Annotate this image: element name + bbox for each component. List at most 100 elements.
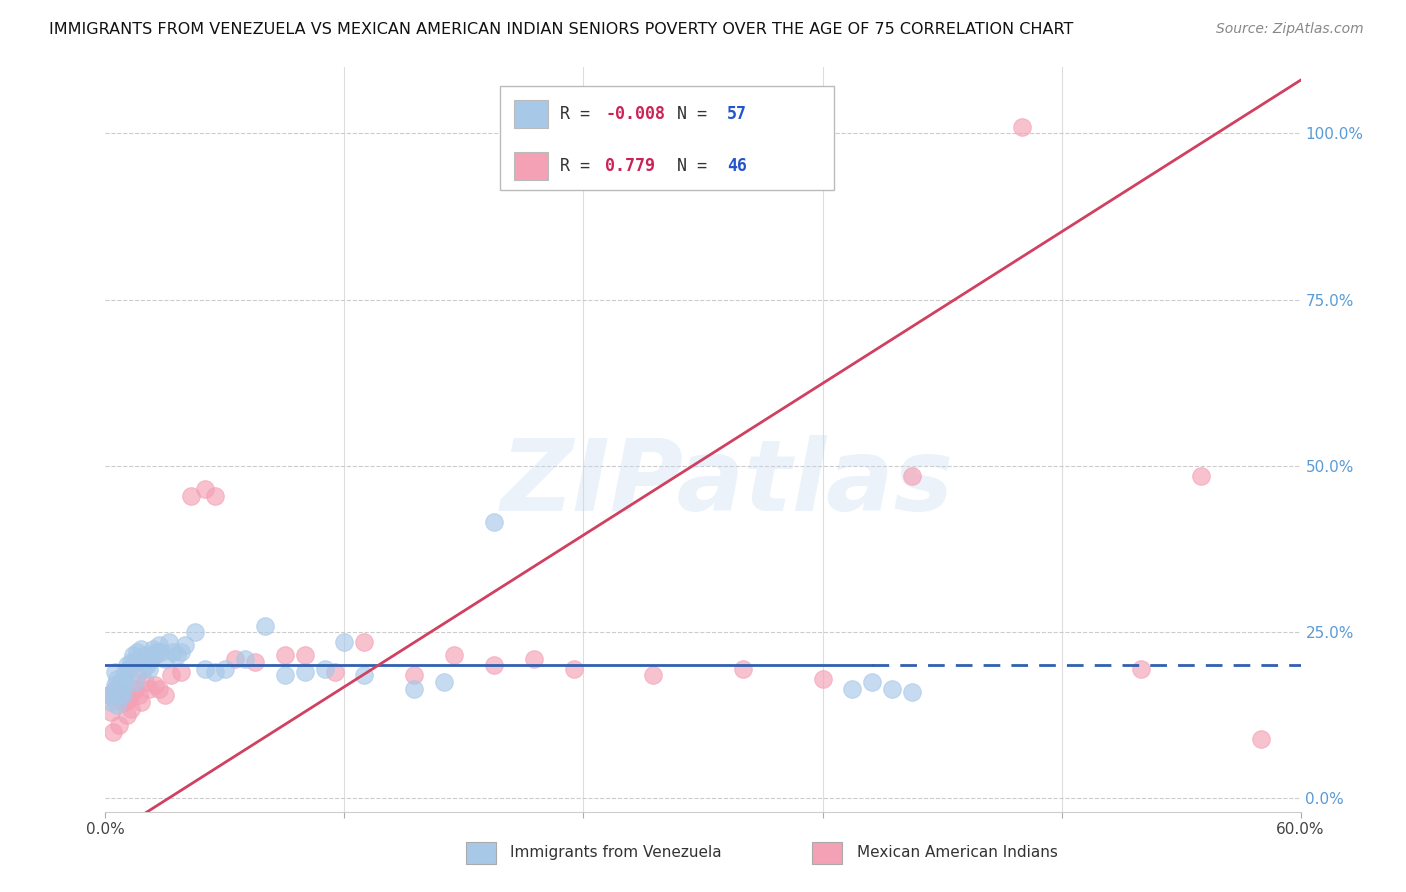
Point xyxy=(404,668,426,682)
Point xyxy=(214,662,236,676)
Point xyxy=(107,691,129,706)
Text: N =: N = xyxy=(676,157,717,175)
Point xyxy=(104,681,127,696)
Point xyxy=(142,641,165,656)
Point xyxy=(901,469,924,483)
Point xyxy=(117,708,139,723)
Point xyxy=(110,689,132,703)
Point xyxy=(110,685,132,699)
Point xyxy=(122,648,145,663)
Point xyxy=(170,645,193,659)
Text: Mexican American Indians: Mexican American Indians xyxy=(856,846,1057,860)
Point xyxy=(841,681,863,696)
Point xyxy=(353,668,375,682)
Point xyxy=(184,625,207,640)
Text: 46: 46 xyxy=(727,157,747,175)
Point xyxy=(127,645,149,659)
Point xyxy=(404,681,426,696)
Point xyxy=(294,648,316,663)
Text: IMMIGRANTS FROM VENEZUELA VS MEXICAN AMERICAN INDIAN SENIORS POVERTY OVER THE AG: IMMIGRANTS FROM VENEZUELA VS MEXICAN AME… xyxy=(49,22,1074,37)
Point xyxy=(114,675,136,690)
Point xyxy=(107,698,129,713)
Point xyxy=(170,665,193,679)
Text: ZIPatlas: ZIPatlas xyxy=(501,435,953,533)
Point xyxy=(160,668,183,682)
Point xyxy=(100,695,122,709)
Point xyxy=(433,675,456,690)
Point xyxy=(811,672,834,686)
Point xyxy=(294,665,316,679)
FancyBboxPatch shape xyxy=(515,100,548,128)
Point xyxy=(253,618,276,632)
Point xyxy=(128,652,150,666)
Point xyxy=(1189,469,1212,483)
Point xyxy=(108,681,131,696)
Point xyxy=(194,482,217,496)
Point xyxy=(323,665,346,679)
FancyBboxPatch shape xyxy=(465,841,496,863)
Text: -0.008: -0.008 xyxy=(605,105,665,123)
Point xyxy=(150,645,173,659)
Point xyxy=(157,635,180,649)
Point xyxy=(166,648,188,663)
Point xyxy=(129,695,153,709)
Point xyxy=(134,675,156,690)
Point xyxy=(122,685,145,699)
Point xyxy=(124,675,146,690)
Point xyxy=(860,675,883,690)
Point xyxy=(112,689,135,703)
Point xyxy=(443,648,465,663)
Point xyxy=(204,489,226,503)
Point xyxy=(127,668,149,682)
Text: R =: R = xyxy=(560,105,599,123)
Point xyxy=(314,662,336,676)
Point xyxy=(107,672,129,686)
Point xyxy=(138,662,160,676)
Text: 0.779: 0.779 xyxy=(605,157,655,175)
Point xyxy=(128,689,150,703)
Point xyxy=(333,635,356,649)
Point xyxy=(110,675,132,690)
FancyBboxPatch shape xyxy=(501,86,835,190)
Point xyxy=(162,645,184,659)
Point xyxy=(114,695,136,709)
Point xyxy=(132,662,155,676)
Point xyxy=(124,681,146,696)
Point xyxy=(204,665,226,679)
Point xyxy=(643,668,665,682)
Point xyxy=(120,655,142,669)
Text: N =: N = xyxy=(676,105,717,123)
Point xyxy=(482,516,505,530)
Point xyxy=(353,635,375,649)
Point xyxy=(153,689,177,703)
Point xyxy=(103,725,125,739)
Point xyxy=(112,672,135,686)
Point xyxy=(233,652,256,666)
Point xyxy=(180,489,202,503)
Point xyxy=(143,648,166,663)
Point xyxy=(118,691,141,706)
Point xyxy=(153,652,177,666)
Point xyxy=(138,681,160,696)
Point xyxy=(1011,120,1033,134)
Point xyxy=(141,652,163,666)
Point xyxy=(882,681,904,696)
Point xyxy=(118,662,141,676)
Point xyxy=(224,652,246,666)
Point xyxy=(523,652,546,666)
Point xyxy=(104,678,127,692)
Text: Immigrants from Venezuela: Immigrants from Venezuela xyxy=(510,846,721,860)
Point xyxy=(1130,662,1153,676)
Point xyxy=(562,662,585,676)
Point xyxy=(136,658,159,673)
Text: Source: ZipAtlas.com: Source: ZipAtlas.com xyxy=(1216,22,1364,37)
Point xyxy=(98,689,121,703)
Point xyxy=(104,665,127,679)
Point xyxy=(482,658,505,673)
Point xyxy=(146,645,169,659)
Text: 57: 57 xyxy=(727,105,747,123)
Point xyxy=(174,639,197,653)
Point xyxy=(129,641,153,656)
Point xyxy=(194,662,217,676)
Point xyxy=(112,695,135,709)
